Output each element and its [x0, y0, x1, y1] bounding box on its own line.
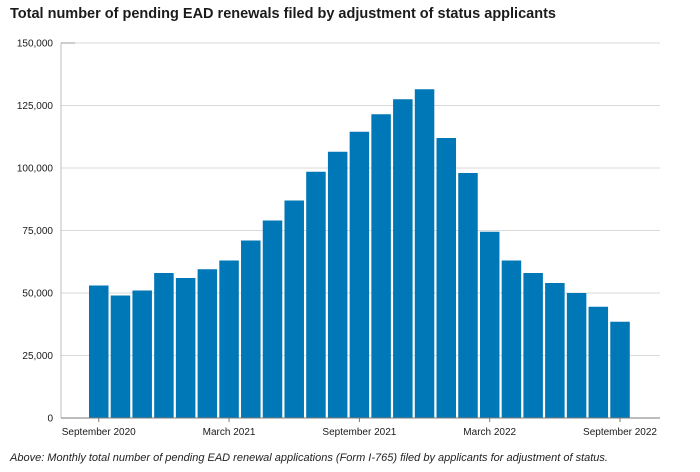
- bar: October 2021: 121,500: [371, 114, 391, 418]
- bar: July 2022: 50,000: [566, 293, 587, 418]
- y-tick-label: 25,000: [22, 351, 53, 362]
- bar: September 2020: 53,000: [89, 285, 109, 418]
- y-tick-label: 50,000: [22, 289, 53, 300]
- x-tick-label: March 2022: [463, 427, 516, 438]
- chart-caption: Above: Monthly total number of pending E…: [10, 452, 608, 464]
- bar: January 2021: 56,000: [175, 278, 196, 418]
- bar: November 2020: 51,000: [132, 290, 152, 418]
- bar: February 2021: 59,500: [197, 269, 218, 418]
- bar: April 2021: 71,000: [241, 240, 261, 418]
- chart-title: Total number of pending EAD renewals fil…: [10, 6, 556, 22]
- bar: July 2021: 98,500: [306, 171, 326, 418]
- x-axis: [60, 42, 660, 419]
- bar: December 2021: 131,500: [414, 89, 435, 418]
- x-tick-label: September 2020: [62, 427, 136, 438]
- bar-chart: 0 25,000 50,000 75,000 100,000 125,000 150,000…: [17, 39, 660, 438]
- bar: May 2021: 79,000: [262, 220, 283, 418]
- x-tick-label: September 2021: [322, 427, 396, 438]
- bar: March 2022: 74,500: [479, 231, 500, 418]
- y-axis-ticks: 0 25,000 50,000 75,000 100,000 125,000 150,000: [17, 39, 54, 425]
- bar: February 2022: 98,000: [458, 173, 478, 418]
- y-tick-label: 125,000: [17, 101, 54, 112]
- bar: May 2022: 58,000: [523, 273, 543, 418]
- bars: September 2020: 53,000October 2020: 49,0…: [89, 89, 630, 418]
- y-tick-label: 75,000: [22, 226, 53, 237]
- bar: December 2020: 58,000: [154, 273, 174, 418]
- y-tick-label: 150,000: [17, 39, 54, 50]
- y-tick-label: 100,000: [17, 164, 54, 175]
- x-tick-label: March 2021: [203, 427, 256, 438]
- x-tick-label: September 2022: [583, 427, 657, 438]
- x-axis-ticks: September 2020 March 2021 September 2021 Ma…: [62, 418, 657, 438]
- bar: April 2022: 63,000: [501, 260, 522, 418]
- bar: August 2021: 106,500: [327, 151, 348, 418]
- bar: January 2022: 112,000: [436, 138, 457, 418]
- bar: August 2022: 44,500: [588, 306, 609, 418]
- bar: March 2021: 63,000: [219, 260, 239, 418]
- bar: June 2021: 87,000: [284, 200, 304, 418]
- bar: September 2021: 114,500: [349, 131, 370, 418]
- y-tick-label: 0: [47, 414, 53, 425]
- bar: September 2022: 38,500: [610, 321, 630, 418]
- bar: October 2020: 49,000: [110, 295, 131, 418]
- bar: November 2021: 127,500: [393, 99, 413, 418]
- bar: June 2022: 54,000: [545, 283, 565, 418]
